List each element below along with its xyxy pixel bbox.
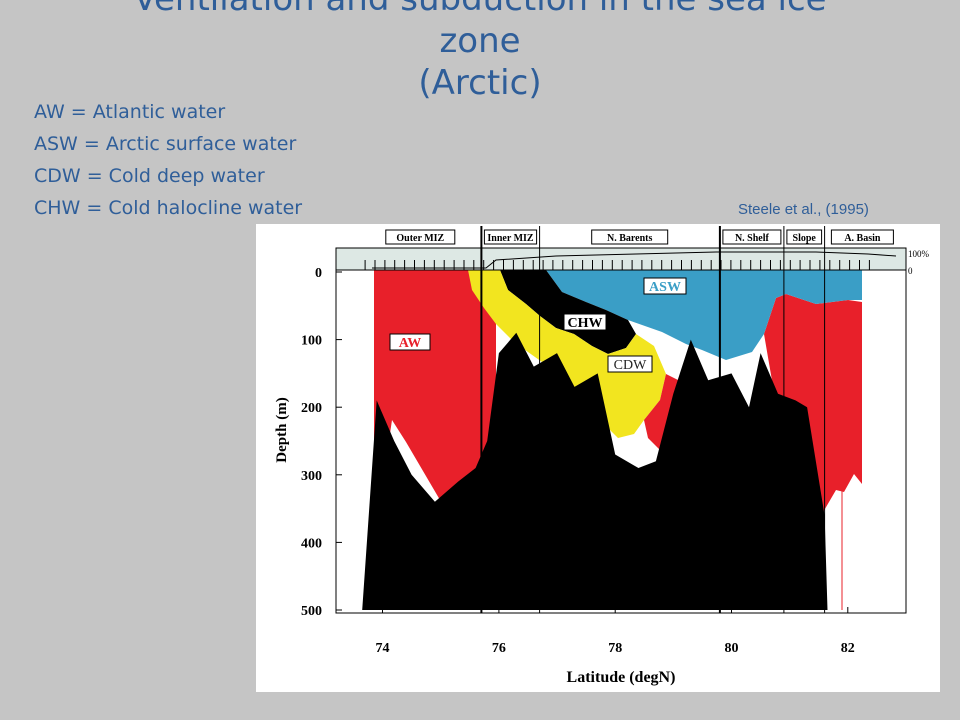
region-dividers xyxy=(480,226,826,613)
ice-strip-ticks xyxy=(364,260,870,270)
region-box xyxy=(483,229,538,245)
water-mass-labels: AW ASW CHW CDW xyxy=(389,277,687,373)
ice-scale-bottom: 0 xyxy=(908,266,913,276)
title-line-1: Ventilation and subduction in the sea ic… xyxy=(0,0,960,20)
label-chw-text: CHW xyxy=(568,316,603,331)
label-cdw: CDW xyxy=(607,355,653,373)
region-label: N. Barents xyxy=(607,233,652,244)
x-axis-title: Latitude (degN) xyxy=(567,669,676,686)
x-axis-ticks: 74 76 78 80 82 xyxy=(376,607,855,656)
region-box xyxy=(722,229,782,245)
abbreviation-aw: AW = Atlantic water xyxy=(34,101,226,123)
y-axis-title: Depth (m) xyxy=(274,397,290,462)
y-tick-label: 400 xyxy=(301,536,322,551)
depth-section-chart: Outer MIZ Inner MIZ N. Barents N. Shelf Slop… xyxy=(274,226,930,686)
bathymetry-profile xyxy=(362,332,828,610)
label-cdw-text: CDW xyxy=(614,358,647,373)
aw-field-outer xyxy=(374,270,496,594)
x-tick-label: 74 xyxy=(376,641,390,656)
y-tick-label: 200 xyxy=(301,401,322,416)
region-box xyxy=(830,229,894,245)
citation: Steele et al., (1995) xyxy=(738,201,869,218)
cdw-field xyxy=(468,270,666,438)
region-box xyxy=(385,229,456,245)
slide-title: Ventilation and subduction in the sea ic… xyxy=(0,0,960,104)
gap-right xyxy=(864,270,906,610)
x-tick-label: 76 xyxy=(492,641,506,656)
label-chw: CHW xyxy=(563,313,607,331)
x-tick-label: 80 xyxy=(725,641,739,656)
region-box xyxy=(591,229,669,245)
region-label: A. Basin xyxy=(844,233,881,244)
y-tick-label: 500 xyxy=(301,604,322,619)
section-figure: Outer MIZ Inner MIZ N. Barents N. Shelf Slop… xyxy=(256,224,940,692)
ice-concentration-line xyxy=(372,251,897,269)
abbreviation-asw: ASW = Arctic surface water xyxy=(34,133,297,155)
ice-scale-top: 100% xyxy=(908,249,930,259)
abbreviation-chw: CHW = Cold halocline water xyxy=(34,197,303,219)
region-label: Inner MIZ xyxy=(487,233,534,244)
y-tick-label: 300 xyxy=(301,469,322,484)
label-aw: AW xyxy=(389,333,431,351)
abbreviation-cdw: CDW = Cold deep water xyxy=(34,165,265,187)
label-asw: ASW xyxy=(643,277,687,295)
y-tick-label: 100 xyxy=(301,334,322,349)
chw-field xyxy=(500,270,636,354)
water-mass-fields xyxy=(346,270,906,610)
asw-field xyxy=(546,270,862,360)
x-tick-label: 78 xyxy=(608,641,622,656)
y-axis-ticks: 0 100 200 300 400 500 xyxy=(301,266,342,619)
label-aw-text: AW xyxy=(399,336,422,351)
region-label: Outer MIZ xyxy=(396,233,444,244)
y-tick-label: 0 xyxy=(315,266,322,281)
label-asw-text: ASW xyxy=(649,280,681,295)
bathymetry-layer xyxy=(362,332,828,610)
region-label: N. Shelf xyxy=(735,233,770,244)
region-label: Slope xyxy=(793,233,817,244)
region-box xyxy=(786,229,823,245)
title-line-3: (Arctic) xyxy=(418,63,542,103)
plot-frame xyxy=(335,247,907,614)
region-header: Outer MIZ Inner MIZ N. Barents N. Shelf Slop… xyxy=(385,229,894,245)
title-line-2: zone xyxy=(439,21,521,61)
x-tick-label: 82 xyxy=(841,641,855,656)
ice-strip-frame xyxy=(335,247,907,271)
abbreviation-list: AW = Atlantic water ASW = Arctic surface… xyxy=(34,96,302,224)
